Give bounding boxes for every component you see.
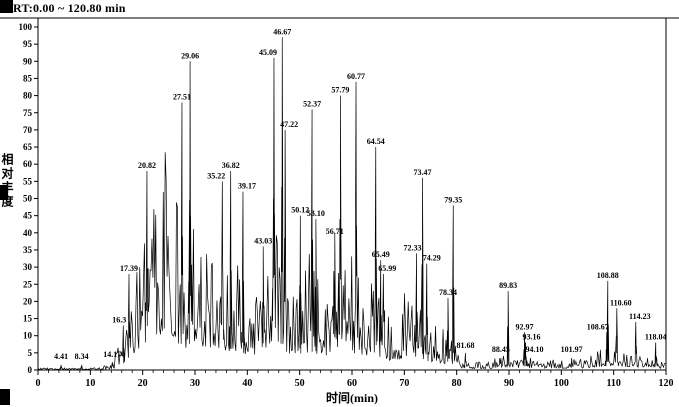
peak-label: 27.51 <box>173 93 191 102</box>
peak-label: 16.3 <box>112 315 126 324</box>
peak-label: 43.03 <box>254 237 272 246</box>
x-tick-label: 110 <box>606 378 620 389</box>
x-tick-label: 40 <box>242 378 252 389</box>
peak-label: 110.60 <box>610 298 632 307</box>
peak-label: 14.17 <box>103 350 121 359</box>
y-tick-label: 0 <box>28 365 33 375</box>
y-tick-label: 85 <box>23 73 33 83</box>
y-tick-label: 30 <box>23 262 33 272</box>
x-axis-title: 时间(min) <box>326 391 378 405</box>
peak-label: 8.34 <box>75 352 89 361</box>
x-tick-label: 60 <box>347 378 357 389</box>
peak-label: 94.10 <box>526 345 544 354</box>
scan-artifact-mid-left <box>0 185 8 200</box>
y-tick-label: 90 <box>23 56 33 66</box>
y-tick-label: 25 <box>23 279 33 289</box>
x-tick-label: 120 <box>659 378 674 389</box>
peak-label: 65.99 <box>378 264 396 273</box>
peak-label: 81.68 <box>457 341 475 350</box>
y-tick-label: 70 <box>23 125 33 135</box>
x-tick-label: 80 <box>452 378 462 389</box>
peak-label: 46.67 <box>273 27 291 36</box>
y-tick-label: 100 <box>19 22 33 32</box>
peak-label: 53.10 <box>307 209 325 218</box>
chromatogram-trace <box>37 37 666 371</box>
peak-label: 47.22 <box>280 120 298 129</box>
peak-label: 118.04 <box>645 333 667 342</box>
y-tick-label: 95 <box>23 39 33 49</box>
peak-label: 29.06 <box>181 51 199 60</box>
peak-label: 52.37 <box>303 99 321 108</box>
peak-label: 20.82 <box>138 161 156 170</box>
y-tick-label: 55 <box>23 176 33 186</box>
y-tick-label: 10 <box>23 331 33 341</box>
peak-label: 17.39 <box>120 264 138 273</box>
y-tick-label: 75 <box>23 108 33 118</box>
x-tick-label: 20 <box>138 378 148 389</box>
x-tick-label: 30 <box>190 378 200 389</box>
x-tick-label: 90 <box>504 378 514 389</box>
y-tick-label: 40 <box>23 228 33 238</box>
peak-label: 72.33 <box>404 243 422 252</box>
peak-label: 74.29 <box>423 254 441 263</box>
peak-label: 45.09 <box>259 48 277 57</box>
peak-label: 89.83 <box>499 281 517 290</box>
x-tick-label: 70 <box>399 378 409 389</box>
peak-label: 114.23 <box>629 312 651 321</box>
y-tick-label: 80 <box>23 91 33 101</box>
peak-label: 78.34 <box>439 288 457 297</box>
peak-label: 56.71 <box>326 227 344 236</box>
y-tick-label: 50 <box>23 194 33 204</box>
scan-artifact-top-left <box>0 0 13 13</box>
y-tick-label: 45 <box>23 211 33 221</box>
y-tick-label: 15 <box>23 314 33 324</box>
y-tick-label: 60 <box>23 159 33 169</box>
x-tick-label: 50 <box>295 378 305 389</box>
peak-label: 35.22 <box>207 171 225 180</box>
peak-label: 79.35 <box>444 195 462 204</box>
x-tick-label: 100 <box>554 378 569 389</box>
rt-range-label: RT:0.00 ~ 120.80 min <box>13 1 126 15</box>
peak-label: 4.41 <box>54 352 68 361</box>
peak-label: 57.79 <box>331 86 349 95</box>
peak-label: 93.16 <box>523 333 541 342</box>
y-tick-label: 5 <box>28 348 33 358</box>
y-tick-label: 65 <box>23 142 33 152</box>
x-tick-label: 0 <box>36 378 41 389</box>
y-tick-label: 20 <box>23 296 33 306</box>
peak-label: 60.77 <box>347 72 365 81</box>
peak-label: 50.12 <box>291 206 309 215</box>
peak-label: 88.45 <box>492 345 510 354</box>
peak-label: 64.54 <box>367 137 385 146</box>
peak-label: 108.88 <box>597 271 619 280</box>
x-tick-label: 10 <box>85 378 95 389</box>
scan-artifact-bottom-left <box>0 389 10 405</box>
y-axis-title: 相对丰度 <box>0 153 14 209</box>
peak-label: 108.67 <box>587 322 609 331</box>
peak-label: 92.97 <box>516 322 534 331</box>
y-tick-label: 35 <box>23 245 33 255</box>
peak-label: 65.49 <box>372 250 390 259</box>
peak-label: 73.47 <box>414 168 432 177</box>
peak-label: 36.82 <box>222 161 240 170</box>
peak-label: 39.17 <box>238 182 256 191</box>
peak-label: 101.97 <box>561 345 583 354</box>
